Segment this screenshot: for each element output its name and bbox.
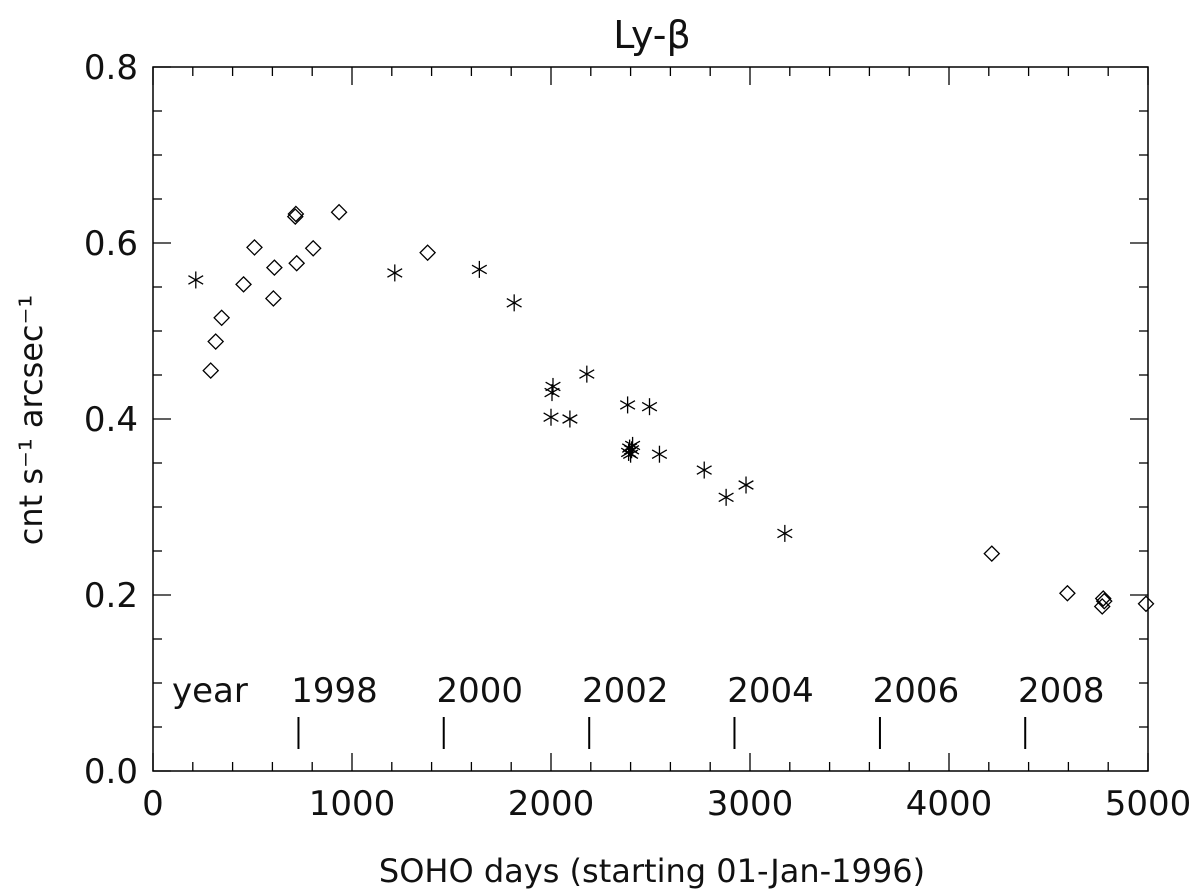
- x-tick-label: 2000: [508, 784, 595, 824]
- year-annotations: year 1998 2000 2002 2004 2006 2008: [172, 671, 1104, 749]
- x-axis-label: SOHO days (starting 01-Jan-1996): [379, 852, 925, 890]
- data-points: [188, 203, 1155, 615]
- year-label: 2000: [436, 671, 523, 711]
- asterisk-point: [777, 524, 793, 542]
- diamond-point: [304, 239, 322, 257]
- diamond-point: [419, 244, 437, 262]
- asterisk-point: [651, 445, 668, 463]
- asterisk-point: [387, 264, 403, 282]
- asterisk-point: [579, 365, 595, 383]
- asterisk-point: [619, 396, 636, 414]
- y-tick-label: 0.0: [84, 752, 138, 792]
- asterisk-point: [545, 377, 561, 395]
- y-tick-label: 0.6: [84, 224, 138, 264]
- tick-labels: 0 1000 2000 3000 4000 5000 0.0 0.2 0.4 0.6 0.8: [84, 48, 1191, 824]
- x-tick-label: 1000: [309, 784, 396, 824]
- diamond-point: [1093, 598, 1111, 615]
- diamond-point: [235, 275, 252, 293]
- diamond-point: [1095, 592, 1113, 610]
- x-tick-label: 4000: [906, 784, 993, 824]
- asterisk-point: [738, 476, 754, 494]
- x-tick-label: 3000: [707, 784, 794, 824]
- asterisk-point: [471, 260, 488, 278]
- diamond-point: [330, 203, 348, 221]
- diamond-point: [264, 290, 282, 307]
- diamond-point: [287, 205, 305, 223]
- y-axis-label: cnt s⁻¹ arcsec⁻¹: [12, 295, 50, 545]
- y-tick-label: 0.4: [84, 400, 138, 440]
- year-label: 1998: [291, 671, 378, 711]
- y-tick-label: 0.8: [84, 48, 138, 88]
- asterisk-point: [624, 436, 641, 454]
- year-label: 2004: [727, 671, 814, 711]
- x-tick-label: 5000: [1105, 784, 1192, 824]
- y-tick-label: 0.2: [84, 576, 138, 616]
- diamond-point: [213, 309, 231, 327]
- chart-title: Ly-β: [613, 13, 690, 57]
- diamond-point: [286, 208, 304, 226]
- diamond-point: [1137, 595, 1155, 613]
- diamond-point: [246, 238, 263, 256]
- asterisk-point: [506, 294, 522, 312]
- asterisk-point: [543, 408, 559, 426]
- asterisk-point: [188, 271, 204, 289]
- plot-frame: [152, 66, 1149, 772]
- axis-ticks: [152, 66, 1149, 772]
- asterisk-point: [718, 488, 734, 506]
- year-label: 2002: [582, 671, 669, 711]
- diamond-point: [983, 545, 1001, 563]
- asterisk-point: [696, 461, 712, 479]
- year-prefix-label: year: [172, 671, 248, 711]
- diamond-point: [265, 259, 283, 277]
- diamond-point: [1094, 590, 1112, 607]
- year-label: 2006: [873, 671, 960, 711]
- diamond-point: [1058, 584, 1076, 602]
- diamond-point: [202, 362, 220, 380]
- asterisk-point: [641, 398, 658, 416]
- year-label: 2008: [1018, 671, 1105, 711]
- diamond-point: [288, 254, 306, 272]
- asterisk-point: [562, 410, 578, 428]
- diamond-point: [207, 333, 225, 350]
- x-tick-label: 0: [142, 784, 164, 824]
